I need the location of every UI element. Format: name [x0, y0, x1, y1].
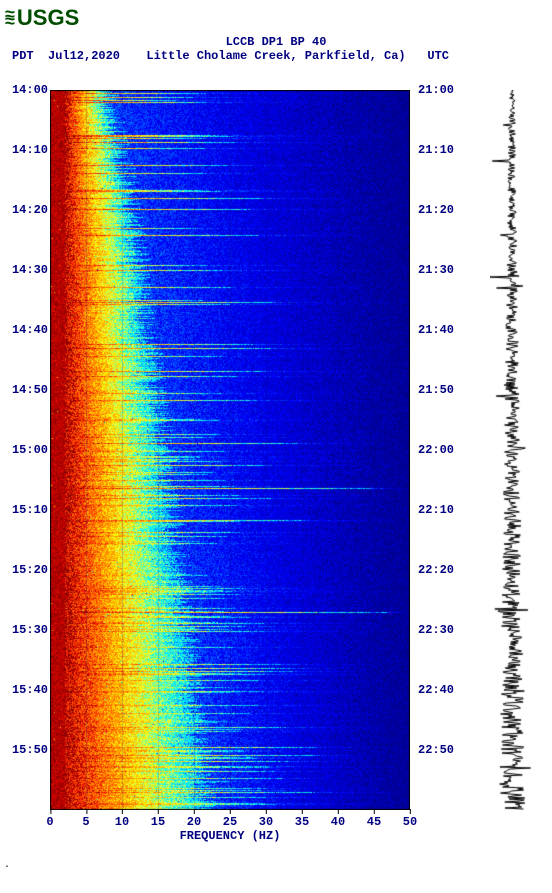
chart-title: LCCB DP1 BP 40 [0, 35, 552, 49]
y-tick-left: 14:00 [12, 83, 48, 97]
seismogram-canvas [490, 90, 535, 810]
logo-wave-icon: ≈≈ [5, 11, 15, 25]
x-tick: 15 [151, 815, 165, 829]
x-tick: 40 [331, 815, 345, 829]
y-tick-left: 14:30 [12, 263, 48, 277]
x-tick: 50 [403, 815, 417, 829]
y-axis-left: 14:0014:1014:2014:3014:4014:5015:0015:10… [10, 90, 48, 810]
y-tick-right: 22:50 [418, 743, 454, 757]
y-tick-right: 22:00 [418, 443, 454, 457]
y-tick-right: 21:30 [418, 263, 454, 277]
y-tick-left: 15:30 [12, 623, 48, 637]
y-tick-left: 15:50 [12, 743, 48, 757]
y-tick-right: 21:00 [418, 83, 454, 97]
y-tick-left: 15:20 [12, 563, 48, 577]
x-tick: 45 [367, 815, 381, 829]
left-timezone-label: PDT [12, 49, 34, 63]
y-tick-left: 14:50 [12, 383, 48, 397]
x-tick: 35 [295, 815, 309, 829]
x-tick: 10 [115, 815, 129, 829]
date-label: Jul12,2020 [48, 49, 120, 63]
footer-mark: . [4, 860, 10, 871]
y-tick-right: 22:40 [418, 683, 454, 697]
y-tick-left: 15:10 [12, 503, 48, 517]
y-tick-left: 14:20 [12, 203, 48, 217]
x-tick: 25 [223, 815, 237, 829]
y-tick-right: 21:50 [418, 383, 454, 397]
y-tick-right: 22:30 [418, 623, 454, 637]
logo-text: USGS [17, 5, 79, 31]
x-axis-label: FREQUENCY (HZ) [50, 829, 410, 843]
y-tick-right: 21:10 [418, 143, 454, 157]
right-timezone-label: UTC [427, 49, 449, 63]
x-tick: 20 [187, 815, 201, 829]
y-tick-left: 14:10 [12, 143, 48, 157]
spectrogram-canvas [50, 90, 410, 810]
x-tick: 0 [46, 815, 53, 829]
x-axis: FREQUENCY (HZ) 05101520253035404550 [50, 815, 410, 845]
y-tick-right: 22:10 [418, 503, 454, 517]
y-tick-right: 22:20 [418, 563, 454, 577]
title-block: LCCB DP1 BP 40 PDT Jul12,2020 Little Cho… [0, 35, 552, 63]
y-tick-left: 14:40 [12, 323, 48, 337]
chart-subtitle: Little Cholame Creek, Parkfield, Ca) [146, 49, 405, 63]
usgs-logo: ≈≈ USGS [5, 5, 79, 31]
x-tick: 5 [82, 815, 89, 829]
y-tick-right: 21:40 [418, 323, 454, 337]
y-tick-left: 15:00 [12, 443, 48, 457]
y-tick-left: 15:40 [12, 683, 48, 697]
y-tick-right: 21:20 [418, 203, 454, 217]
x-tick: 30 [259, 815, 273, 829]
y-axis-right: 21:0021:1021:2021:3021:4021:5022:0022:10… [418, 90, 458, 810]
